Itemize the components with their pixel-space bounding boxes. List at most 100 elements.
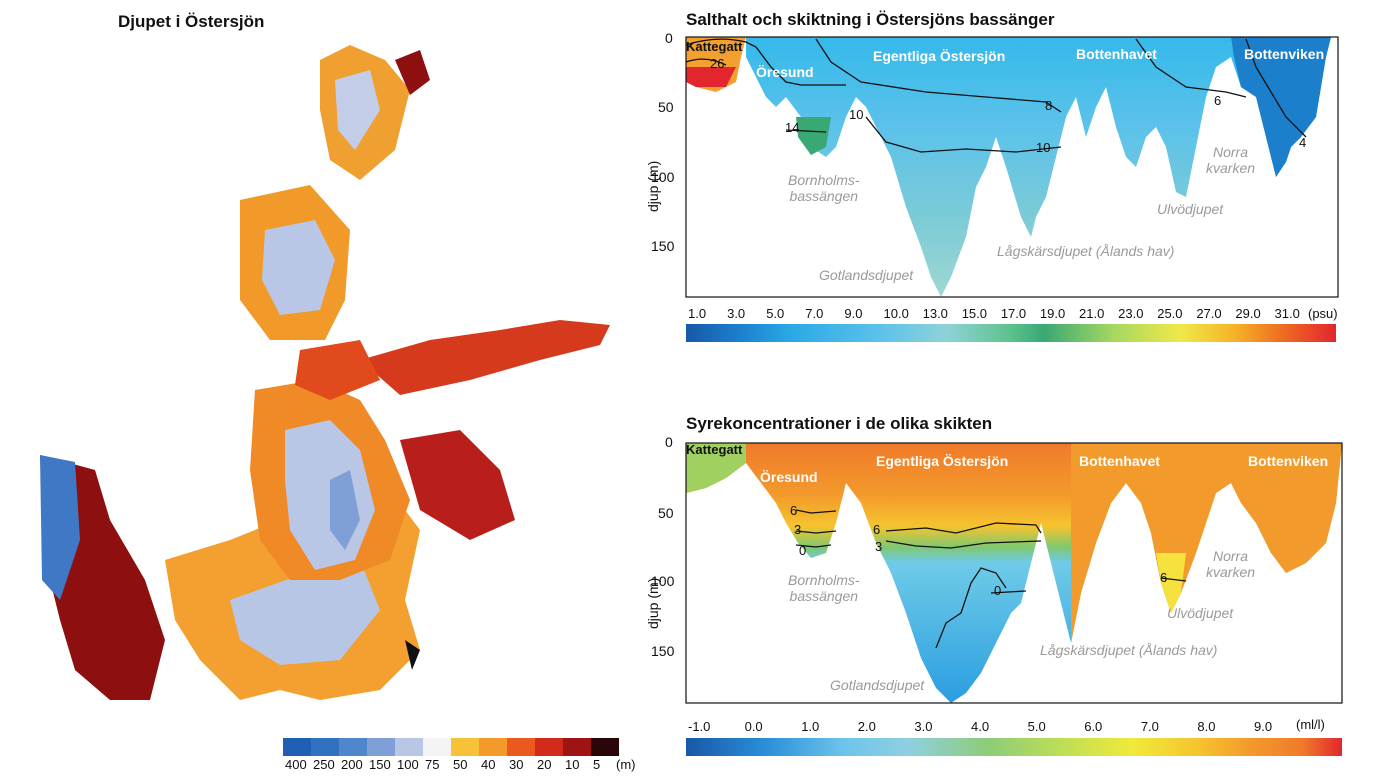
salinity-colorbar-tick: 3.0 — [727, 306, 746, 321]
oxygen-colorbar-tick: 5.0 — [1027, 719, 1046, 734]
salinity-isoline-label: 26 — [710, 56, 725, 71]
oxygen-isoline-label: 3 — [875, 539, 883, 554]
salinity-ytick: 150 — [651, 238, 675, 254]
depth-legend-label: 5 — [593, 757, 601, 772]
salinity-ytick: 50 — [658, 99, 674, 115]
salinity-colorbar-tick: 9.0 — [844, 306, 863, 321]
salinity-colorbar-tick: 27.0 — [1196, 306, 1222, 321]
salinity-section — [685, 36, 1339, 298]
oxygen-colorbar-tick: 0.0 — [744, 719, 763, 734]
salinity-deep-ulvo: Ulvödjupet — [1157, 201, 1224, 217]
oxygen-section — [685, 442, 1343, 704]
depth-legend-swatch — [591, 738, 619, 756]
salinity-isoline-label: 10 — [849, 107, 864, 122]
salinity-colorbar-tick: 21.0 — [1079, 306, 1105, 321]
salinity-basin-bottenhavet: Bottenhavet — [1076, 46, 1157, 62]
salinity-colorbar-tick: 31.0 — [1274, 306, 1300, 321]
oxygen-isoline-label: 0 — [799, 543, 807, 558]
salinity-colorbar-tick: 25.0 — [1157, 306, 1183, 321]
salinity-water-profile — [746, 37, 1331, 297]
gulf-of-finland — [360, 320, 610, 395]
salinity-colorbar-tick: 5.0 — [766, 306, 785, 321]
oxygen-deep-gotland: Gotlandsdjupet — [830, 677, 925, 693]
depth-legend-label: 50 — [453, 757, 468, 772]
oxygen-colorbar-tick: 8.0 — [1197, 719, 1216, 734]
salinity-colorbar-tick: 29.0 — [1235, 306, 1261, 321]
salinity-deep-kvarken: Norra kvarken — [1206, 144, 1256, 176]
depth-legend-swatch — [339, 738, 367, 756]
oxygen-isoline-label: 6 — [873, 522, 881, 537]
depth-legend-label: 75 — [425, 757, 440, 772]
oxygen-basin-egentliga: Egentliga Östersjön — [876, 453, 1009, 469]
depth-legend-unit: (m) — [616, 757, 636, 772]
salinity-colorbar-unit: (psu) — [1308, 306, 1338, 321]
salinity-basin-bottenviken: Bottenviken — [1244, 46, 1325, 62]
map-title: Djupet i Östersjön — [118, 12, 265, 31]
oxygen-deep-kvarken: Norra kvarken — [1206, 548, 1256, 580]
salinity-ytick: 100 — [651, 169, 675, 185]
depth-legend-swatch — [535, 738, 563, 756]
oxygen-deep-bornholm: Bornholms-bassängen — [788, 572, 860, 604]
salinity-colorbar-tick: 19.0 — [1039, 306, 1066, 321]
depth-legend-swatch — [507, 738, 535, 756]
depth-legend-swatch — [479, 738, 507, 756]
salinity-basin-kattegatt: Kattegatt — [686, 39, 743, 54]
depth-legend-swatch — [451, 738, 479, 756]
depth-legend-label: 200 — [341, 757, 363, 772]
salinity-isoline-label: 14 — [785, 120, 800, 135]
salinity-basin-egentliga: Egentliga Östersjön — [873, 48, 1006, 64]
salinity-isoline-label: 6 — [1214, 93, 1222, 108]
salinity-isoline-label: 8 — [1045, 98, 1053, 113]
salinity-colorbar-tick: 7.0 — [805, 306, 824, 321]
oxygen-ytick: 0 — [665, 434, 673, 450]
salinity-deep-landsort: Lågskärsdjupet (Ålands hav) — [997, 243, 1175, 259]
baltic-depth-map — [40, 45, 619, 756]
salinity-isoline-label: 4 — [1299, 135, 1307, 150]
oxygen-deep-landsort: Lågskärsdjupet (Ålands hav) — [1040, 642, 1218, 658]
oxygen-deep-ulvo: Ulvödjupet — [1167, 605, 1234, 621]
oxygen-isoline-label: 6 — [790, 503, 798, 518]
depth-legend-label: 10 — [565, 757, 580, 772]
salinity-basin-oresund: Öresund — [756, 64, 814, 80]
oxygen-colorbar-tick: 4.0 — [971, 719, 990, 734]
oxygen-basin-oresund: Öresund — [760, 469, 818, 485]
oxygen-basin-kattegatt: Kattegatt — [686, 442, 743, 457]
depth-legend-swatch — [367, 738, 395, 756]
oxygen-colorbar-unit: (ml/l) — [1296, 717, 1325, 732]
salinity-colorbar-tick: 17.0 — [1000, 306, 1027, 321]
depth-legend-label: 40 — [481, 757, 496, 772]
oxygen-ytick: 150 — [651, 643, 675, 659]
oxygen-title: Syrekoncentrationer i de olika skikten — [686, 414, 993, 433]
salinity-colorbar-tick: 23.0 — [1118, 306, 1144, 321]
oxygen-colorbar-tick: 6.0 — [1084, 719, 1103, 734]
depth-legend-swatch — [395, 738, 423, 756]
oxygen-colorbar-tick: 1.0 — [801, 719, 820, 734]
depth-legend-swatch — [283, 738, 311, 756]
oxygen-colorbar-tick: 9.0 — [1254, 719, 1273, 734]
depth-legend-label: 150 — [369, 757, 391, 772]
depth-legend-label: 400 — [285, 757, 307, 772]
depth-legend-label: 30 — [509, 757, 524, 772]
depth-legend-swatch — [311, 738, 339, 756]
oxygen-colorbar-tick: -1.0 — [688, 719, 711, 734]
depth-legend-label: 100 — [397, 757, 419, 772]
oxygen-colorbar-tick: 7.0 — [1140, 719, 1159, 734]
oxygen-ytick: 50 — [658, 505, 674, 521]
salinity-colorbar-tick: 13.0 — [922, 306, 948, 321]
salinity-colorbar-tick: 1.0 — [688, 306, 707, 321]
depth-legend-label: 250 — [313, 757, 335, 772]
oxygen-ytick: 100 — [651, 573, 675, 589]
oxygen-basin-bottenhavet: Bottenhavet — [1079, 453, 1160, 469]
salinity-isoline-label: 10 — [1036, 140, 1051, 155]
salinity-ytick: 0 — [665, 30, 673, 46]
oxygen-isoline-label: 3 — [794, 522, 802, 537]
depth-legend-swatch — [423, 738, 451, 756]
depth-legend-label: 20 — [537, 757, 552, 772]
oxygen-colorbar-tick: 2.0 — [857, 719, 876, 734]
salinity-title: Salthalt och skiktning i Östersjöns bass… — [686, 10, 1055, 29]
oxygen-colorbar — [686, 738, 1342, 756]
depth-legend-swatch — [563, 738, 591, 756]
oxygen-isoline-label: 0 — [994, 583, 1002, 598]
salinity-colorbar — [686, 324, 1336, 342]
salinity-colorbar-tick: 15.0 — [961, 306, 988, 321]
